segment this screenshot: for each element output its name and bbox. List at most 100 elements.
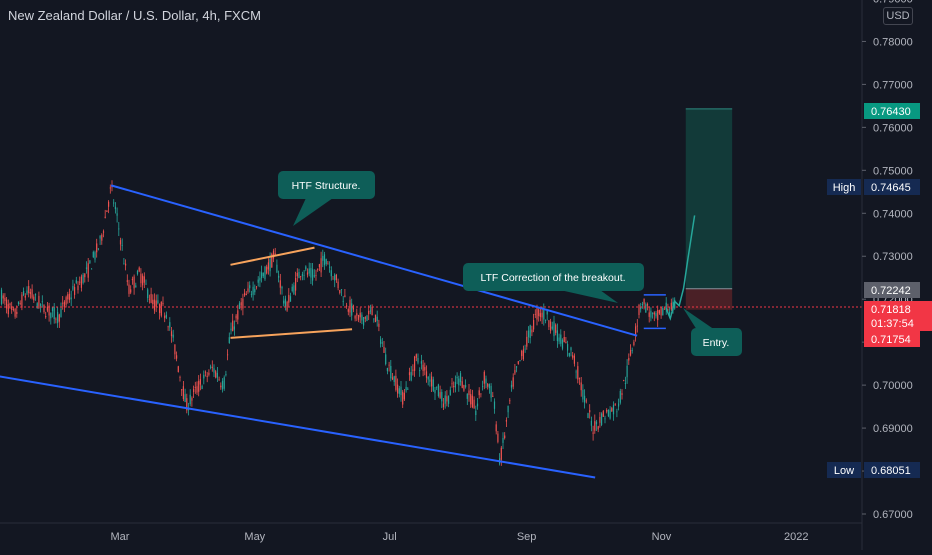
interval-label[interactable]: 4h xyxy=(202,8,217,23)
candle-body xyxy=(312,269,314,281)
candle-body xyxy=(317,268,319,270)
candle-body xyxy=(286,301,288,311)
candle-body xyxy=(126,280,128,282)
candle-body xyxy=(17,301,20,304)
candle-body xyxy=(58,314,60,322)
candle-body xyxy=(247,288,249,292)
candle-body xyxy=(357,314,360,320)
candle-body xyxy=(648,312,650,317)
candle-body xyxy=(108,201,110,207)
candle-body xyxy=(74,287,76,295)
candle-body xyxy=(320,258,322,273)
lower-trendline[interactable] xyxy=(0,374,596,479)
candle-body xyxy=(213,368,215,373)
x-tick-label: Jul xyxy=(383,531,397,543)
candle-body xyxy=(609,410,611,419)
candle-body xyxy=(24,295,26,298)
candle-body xyxy=(283,300,285,304)
candle-body xyxy=(465,385,467,388)
low-label-text-bg xyxy=(827,462,861,478)
candle-body xyxy=(653,312,655,315)
candle-body xyxy=(182,386,184,399)
candle-body xyxy=(572,355,574,358)
candle-body xyxy=(551,326,553,329)
candle-body xyxy=(364,317,366,319)
triangle-lower-line[interactable] xyxy=(230,328,353,339)
ltf-callout[interactable]: LTF Correction of the breakout. xyxy=(463,263,644,303)
candle-body xyxy=(150,294,152,303)
ltf-correction-box[interactable] xyxy=(643,294,666,330)
symbol-name: New Zealand Dollar / U.S. Dollar xyxy=(8,8,196,23)
candle-body xyxy=(68,293,71,300)
candle-body xyxy=(558,337,560,342)
candle-body xyxy=(4,297,6,302)
time-axis[interactable]: Mar May Jul Sep Nov 2022 xyxy=(0,522,862,543)
candle-body xyxy=(306,272,309,275)
candle-body xyxy=(26,290,28,294)
candle-body xyxy=(391,377,394,380)
drawings[interactable] xyxy=(0,184,696,479)
candle-body xyxy=(383,346,385,353)
candle-body xyxy=(592,432,594,434)
candle-body xyxy=(458,378,460,386)
candle-body xyxy=(11,306,13,310)
candle-body xyxy=(77,285,79,291)
candle-body xyxy=(301,274,303,276)
candle-body xyxy=(0,289,3,304)
candle-body xyxy=(235,315,237,319)
candle-body xyxy=(221,380,224,390)
currency-button[interactable]: USD xyxy=(883,7,913,25)
candle-body xyxy=(602,411,604,417)
candle-body xyxy=(567,344,569,351)
candle-body xyxy=(72,286,74,290)
candle-body xyxy=(199,379,201,385)
candle-body xyxy=(322,255,324,261)
candle-body xyxy=(408,372,411,376)
candle-body xyxy=(284,298,286,307)
htf-callout[interactable]: HTF Structure. xyxy=(278,171,375,226)
candle-body xyxy=(595,421,598,425)
candle-body xyxy=(385,354,387,365)
candle-body xyxy=(313,275,315,277)
candle-body xyxy=(257,279,259,283)
x-tick-label: Mar xyxy=(111,531,130,543)
candle-body xyxy=(53,306,55,320)
x-tick-label: Sep xyxy=(517,531,537,543)
candle-body xyxy=(293,285,295,295)
position-tool[interactable] xyxy=(685,108,733,310)
candle-body xyxy=(538,309,540,317)
candle-body xyxy=(148,298,150,300)
low-label-value-bg xyxy=(864,462,920,478)
candle-body xyxy=(378,323,380,327)
candle-body xyxy=(351,303,353,316)
candle-body xyxy=(638,305,640,316)
candle-body xyxy=(210,366,212,368)
candle-body xyxy=(342,300,344,302)
candle-body xyxy=(296,272,298,277)
triangle-upper-line[interactable] xyxy=(230,246,315,266)
candle-body xyxy=(14,308,16,317)
candle-body xyxy=(636,325,638,327)
projection-path[interactable] xyxy=(665,215,696,321)
entry-callout[interactable]: Entry. xyxy=(683,308,742,356)
candle-body xyxy=(495,424,497,432)
upper-trendline[interactable] xyxy=(110,184,638,337)
candle-body xyxy=(665,302,667,310)
high-label-value-bg xyxy=(864,179,920,195)
candle-body xyxy=(422,364,424,371)
candle-body xyxy=(75,280,77,283)
stop-price-text: 0.72242 xyxy=(871,285,911,297)
candle-body xyxy=(616,411,618,413)
candle-body xyxy=(424,367,426,371)
candle-body xyxy=(546,310,548,315)
candle-body xyxy=(463,385,465,391)
candle-body xyxy=(310,268,312,278)
candle-body xyxy=(242,298,244,309)
candle-body xyxy=(456,377,458,379)
candle-body xyxy=(152,299,154,305)
candle-body xyxy=(575,371,577,373)
candle-body xyxy=(590,420,592,426)
candle-body xyxy=(114,206,116,210)
